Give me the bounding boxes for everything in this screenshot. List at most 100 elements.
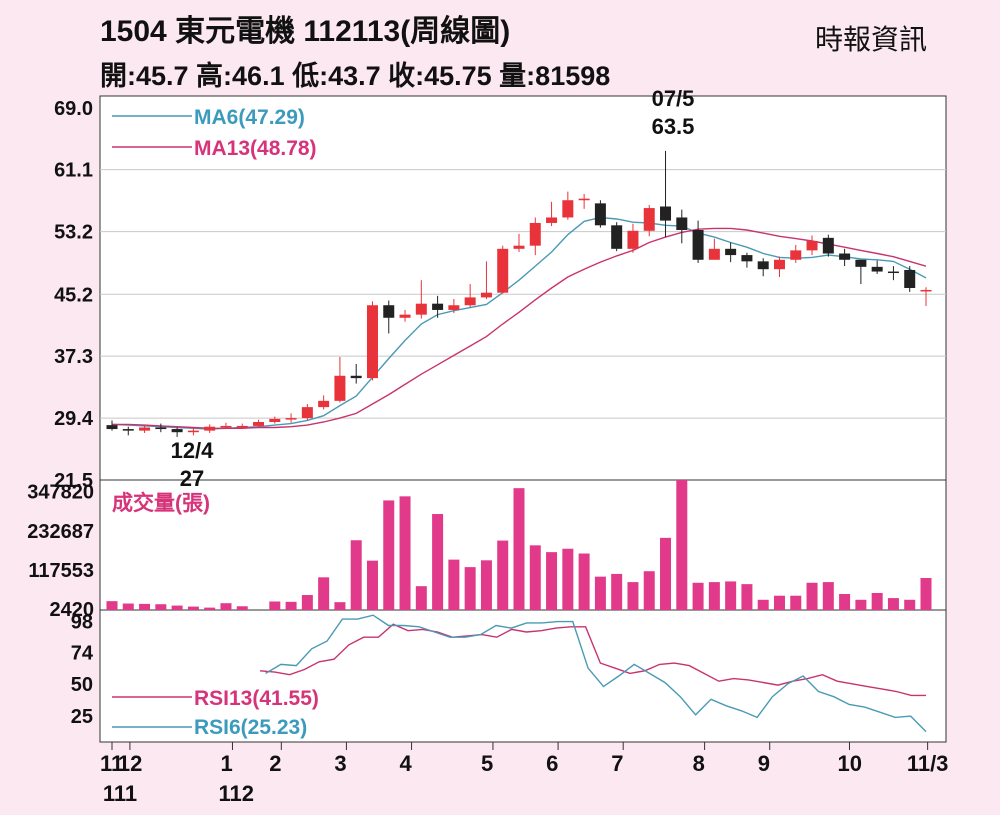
x-month-label: 10 xyxy=(837,751,861,776)
rsi13-legend-label: RSI13(41.55) xyxy=(194,687,319,710)
volume-bar xyxy=(773,595,785,610)
volume-bar xyxy=(220,603,232,610)
volume-bar xyxy=(318,577,330,610)
candle-down xyxy=(171,429,183,433)
price-ytick-label: 69.0 xyxy=(54,98,93,120)
candle-up xyxy=(790,250,802,260)
rsi13-line xyxy=(259,623,926,697)
volume-bar xyxy=(269,601,281,610)
volume-bar xyxy=(464,567,476,610)
x-month-label: 11/3 xyxy=(907,751,949,776)
candle-up xyxy=(285,418,297,420)
x-year-label: 111 xyxy=(103,781,137,806)
candle-up xyxy=(220,425,232,428)
volume-bar xyxy=(725,581,737,610)
rsi-ytick-label: 25 xyxy=(71,706,93,728)
candle-down xyxy=(611,225,623,249)
volume-bar xyxy=(871,592,883,610)
candle-down xyxy=(757,261,769,270)
volume-bar xyxy=(448,559,460,610)
volume-bar xyxy=(887,598,899,610)
ma13-line xyxy=(112,227,927,429)
candle-down xyxy=(122,429,134,431)
rsi-ytick-label: 50 xyxy=(71,674,93,696)
volume-bar xyxy=(676,480,688,610)
volume-bar xyxy=(122,603,134,610)
candle-up xyxy=(578,198,590,201)
ma13-legend-label: MA13(48.78) xyxy=(194,137,317,160)
volume-bar xyxy=(334,602,346,610)
x-month-label: 2 xyxy=(269,751,281,776)
volume-bar xyxy=(790,595,802,610)
candle-up xyxy=(269,418,281,423)
candle-up xyxy=(497,248,509,293)
volume-ytick-label: 232687 xyxy=(27,521,94,543)
x-month-label: 5 xyxy=(481,751,493,776)
rsi-ytick-label: 98 xyxy=(71,612,93,634)
data-source: 時報資訊 xyxy=(815,24,928,55)
volume-bar xyxy=(904,599,916,610)
x-month-label: 6 xyxy=(546,751,558,776)
candle-down xyxy=(106,425,118,430)
x-month-label: 12 xyxy=(118,751,142,776)
volume-bar xyxy=(139,603,151,610)
candle-down xyxy=(725,248,737,256)
trough-date-label: 12/4 xyxy=(171,438,215,463)
volume-bar xyxy=(855,599,867,610)
candle-up xyxy=(546,217,558,223)
volume-bar xyxy=(513,488,525,610)
volume-panel-title: 成交量(張) xyxy=(112,491,210,515)
volume-bar xyxy=(822,582,834,610)
candle-up xyxy=(334,375,346,401)
volume-bar xyxy=(578,553,590,610)
volume-bar xyxy=(204,607,216,610)
volume-bar xyxy=(497,540,509,610)
candle-up xyxy=(318,400,330,408)
volume-bar xyxy=(480,560,492,610)
candle-up xyxy=(187,430,199,433)
candle-up xyxy=(562,200,574,218)
price-ytick-label: 21.5 xyxy=(54,470,93,492)
price-ytick-label: 45.2 xyxy=(54,284,93,306)
candle-up xyxy=(236,425,248,428)
peak-price-label: 63.5 xyxy=(652,114,695,139)
candle-down xyxy=(904,269,916,288)
candle-down xyxy=(871,266,883,272)
volume-bar xyxy=(757,599,769,610)
x-month-label: 11 xyxy=(100,751,123,776)
candle-up xyxy=(139,427,151,431)
volume-bar xyxy=(366,560,378,610)
candle-down xyxy=(692,230,704,260)
price-ytick-label: 37.3 xyxy=(54,346,93,368)
rsi6-legend-label: RSI6(25.23) xyxy=(194,716,307,739)
rsi-ytick-label: 74 xyxy=(71,643,94,665)
x-year-label: 112 xyxy=(218,781,254,806)
volume-bar xyxy=(839,594,851,610)
candle-up xyxy=(480,292,492,298)
volume-bar xyxy=(627,582,639,610)
candle-down xyxy=(741,255,753,262)
volume-bar xyxy=(383,500,395,610)
candle-up xyxy=(806,240,818,251)
ohlc-summary: 開:45.7 高:46.1 低:43.7 收:45.75 量:81598 xyxy=(100,61,611,91)
candle-up xyxy=(399,314,411,318)
volume-bar xyxy=(660,537,672,610)
candle-up xyxy=(415,303,427,315)
volume-ytick-label: 347820 xyxy=(27,482,94,504)
volume-bar xyxy=(171,605,183,610)
candle-down xyxy=(839,253,851,260)
price-panel xyxy=(99,95,947,481)
volume-bar xyxy=(692,582,704,610)
volume-bar xyxy=(611,573,623,610)
price-ytick-label: 53.2 xyxy=(54,222,93,244)
volume-bar xyxy=(236,606,248,610)
volume-bar xyxy=(546,552,558,610)
candle-down xyxy=(887,271,899,274)
candle-down xyxy=(383,305,395,318)
x-month-label: 3 xyxy=(334,751,346,776)
volume-bar xyxy=(594,576,606,610)
volume-bar xyxy=(155,604,167,610)
candle-up xyxy=(253,422,265,426)
volume-bar xyxy=(708,582,720,610)
rsi6-line xyxy=(265,614,927,733)
